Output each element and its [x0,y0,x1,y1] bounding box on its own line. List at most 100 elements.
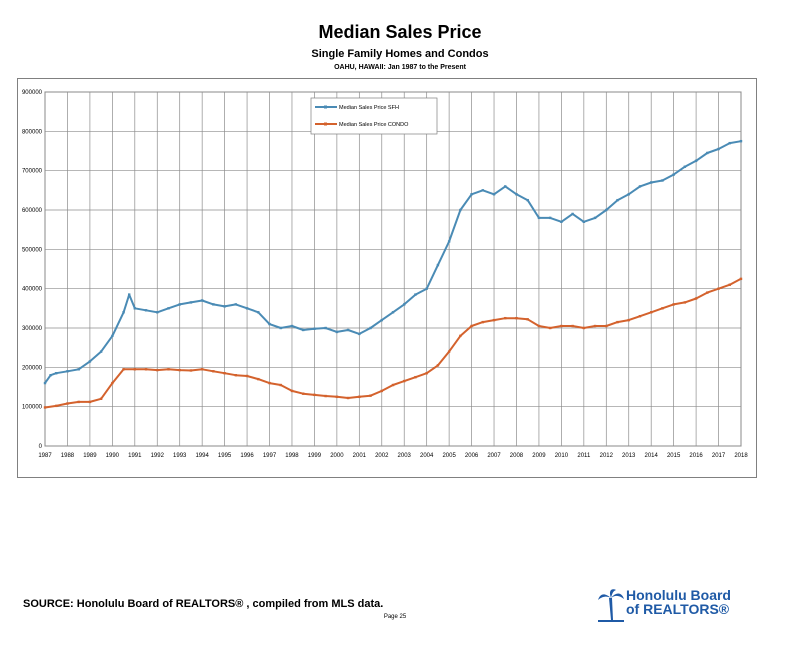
series-point-0 [133,307,137,310]
series-point-0 [127,293,131,296]
legend-marker [324,105,327,109]
series-point-1 [178,368,181,372]
source-note: SOURCE: Honolulu Board of REALTORS® , co… [23,598,384,610]
series-point-1 [290,389,294,393]
series-point-0 [335,330,339,334]
series-point-1 [200,368,204,371]
series-point-0 [99,350,103,353]
series-point-0 [683,165,687,168]
series-point-1 [223,372,226,375]
x-tick-label: 1996 [240,453,254,459]
series-point-1 [66,402,69,405]
series-point-0 [77,368,80,371]
series-point-0 [268,322,271,326]
series-point-0 [178,303,181,306]
series-point-0 [470,193,473,196]
series-point-1 [436,364,440,367]
series-point-0 [245,307,249,310]
series-point-1 [414,375,417,379]
chart-title: Median Sales Price [318,22,482,42]
series-point-1 [43,406,47,409]
series-point-0 [369,326,372,330]
series-point-1 [739,277,743,281]
series-point-0 [605,208,608,212]
series-point-1 [616,320,619,324]
series-point-0 [593,216,597,220]
series-point-1 [470,324,473,328]
series-point-0 [425,287,428,290]
series-point-0 [324,326,327,330]
series-point-1 [571,324,574,328]
series-point-1 [717,287,720,290]
x-tick-label: 1995 [218,453,232,459]
series-point-0 [728,141,731,145]
series-point-1 [313,393,316,397]
series-point-0 [717,147,720,151]
y-tick-label: 600000 [22,208,43,214]
y-tick-label: 200000 [22,365,43,371]
series-point-0 [346,328,350,332]
median-price-chart: 0 100000 200000 300000 400000 500000 600000 700… [17,78,757,478]
series-point-0 [234,303,238,306]
series-point-1 [526,318,529,321]
series-point-0 [694,159,698,163]
series-point-1 [548,326,552,330]
series-point-1 [324,394,327,398]
series-point-1 [515,316,518,320]
series-point-0 [638,185,642,188]
x-tick-label: 1997 [263,453,277,459]
series-point-0 [111,334,114,338]
series-point-0 [739,139,743,143]
series-point-1 [661,307,664,310]
series-point-0 [649,181,653,184]
series-point-0 [537,216,541,220]
logo-line-2: of REALTORS® [626,601,730,617]
x-tick-label: 1989 [83,453,97,459]
series-point-0 [167,307,170,310]
series-point-0 [391,311,395,314]
series-point-1 [649,311,653,314]
x-tick-label: 2007 [487,453,501,459]
x-tick-label: 2005 [442,453,456,459]
series-point-0 [144,309,148,312]
series-point-1 [459,334,462,338]
series-point-1 [728,283,731,286]
series-point-0 [571,212,574,216]
x-tick-label: 2017 [712,453,726,459]
page-number: Page 25 [383,614,407,620]
series-point-1 [537,324,541,328]
series-point-1 [403,379,406,383]
series-point-1 [593,324,597,328]
series-point-0 [313,327,316,330]
x-tick-label: 1988 [61,453,75,459]
series-point-1 [245,374,249,378]
series-point-0 [526,198,529,202]
x-tick-label: 1993 [173,453,187,459]
y-tick-label: 100000 [22,405,43,411]
series-point-0 [279,326,282,330]
series-point-1 [627,318,630,322]
x-tick-label: 2003 [398,453,412,459]
series-point-0 [548,216,552,220]
hbr-logo: Honolulu Board of REALTORS® [598,588,758,624]
x-tick-label: 2001 [353,453,367,459]
series-point-1 [358,395,361,399]
series-point-1 [638,315,642,318]
series-point-0 [403,303,406,306]
series-point-0 [290,324,294,328]
series-point-1 [77,400,80,404]
series-point-1 [369,394,372,397]
x-tick-label: 2009 [532,453,546,459]
legend-box [310,97,438,135]
series-point-0 [200,299,204,302]
series-point-1 [706,291,709,294]
series-point-1 [234,374,238,377]
chart-subtitle: Single Family Homes and Condos [311,48,489,60]
y-tick-label: 0 [39,444,43,450]
series-point-0 [627,193,630,196]
y-tick-label: 300000 [22,326,43,332]
x-tick-label: 2016 [689,453,703,459]
series-point-0 [560,220,563,223]
y-tick-label: 800000 [22,129,43,135]
series-point-1 [156,368,159,372]
